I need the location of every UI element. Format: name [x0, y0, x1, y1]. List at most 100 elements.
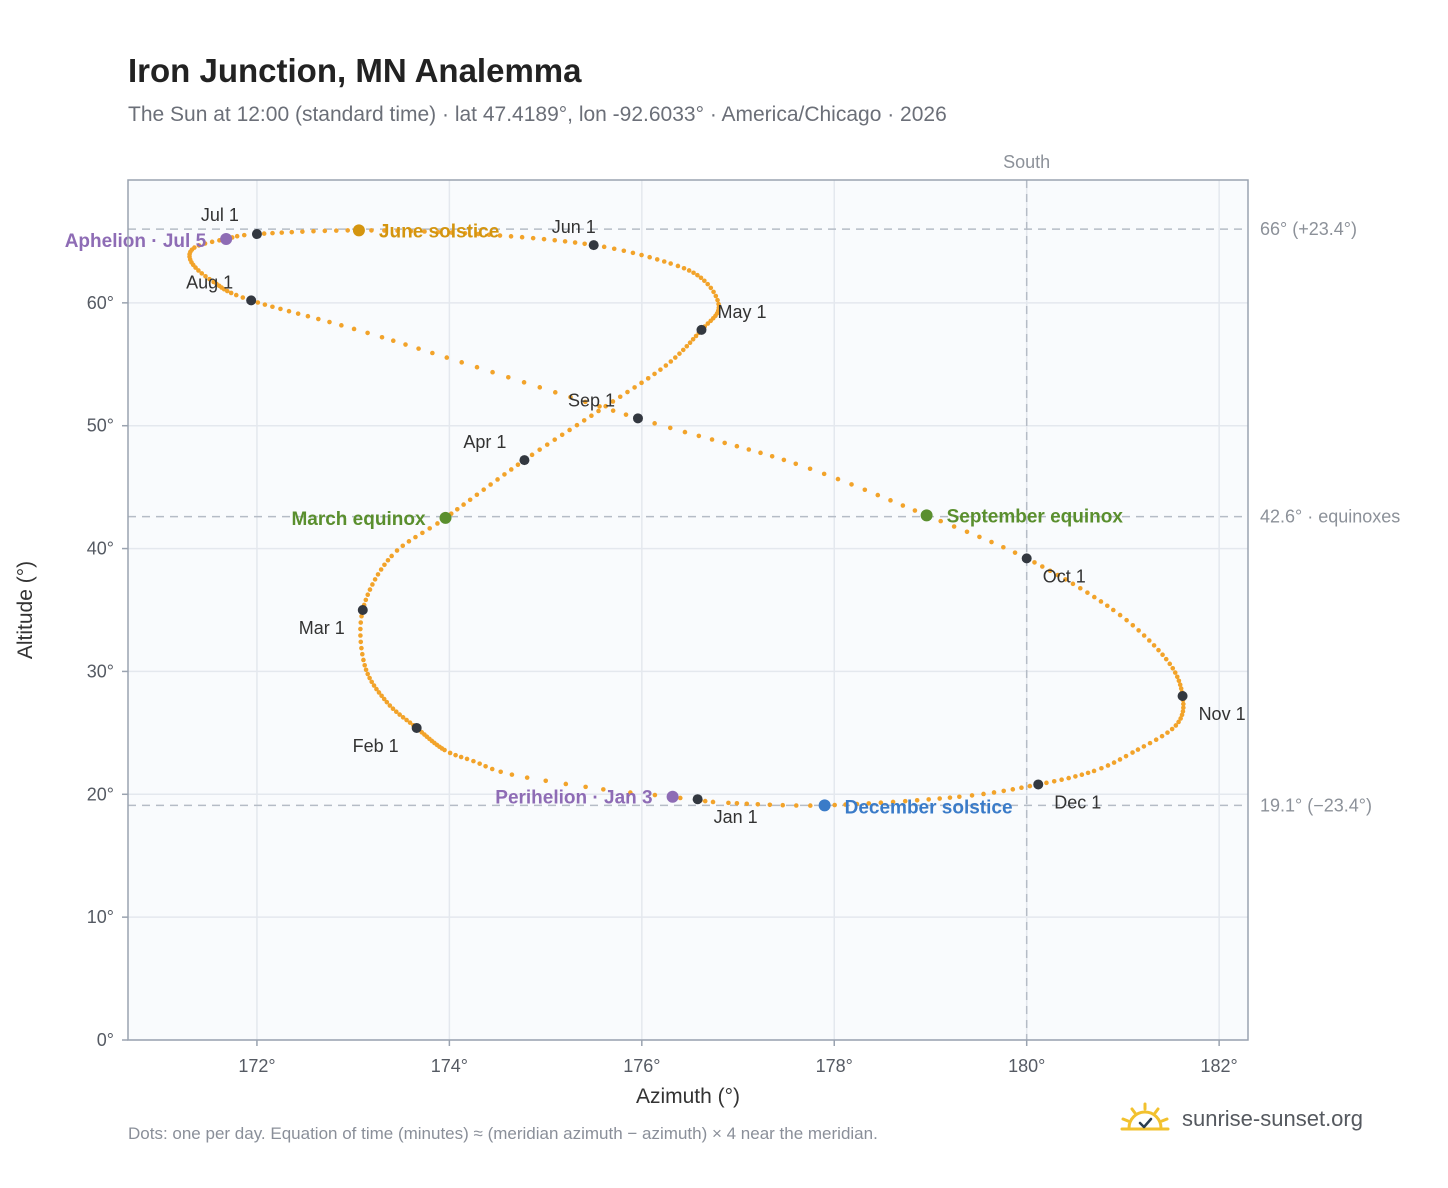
daily-sun-dot	[617, 394, 623, 400]
daily-sun-dot	[937, 796, 942, 801]
event-marker-dot	[818, 799, 831, 812]
daily-sun-dot	[652, 792, 658, 798]
daily-sun-dot	[1001, 544, 1006, 550]
daily-sun-dot	[781, 457, 787, 463]
daily-sun-dot	[687, 340, 693, 345]
daily-sun-dot	[371, 683, 377, 688]
x-tick-label: 180°	[1008, 1056, 1045, 1076]
daily-sun-dot	[1174, 674, 1180, 680]
daily-sun-dot	[568, 394, 573, 400]
daily-sun-dot	[705, 281, 711, 287]
daily-sun-dot	[1124, 617, 1129, 623]
daily-sun-dot	[316, 316, 321, 322]
daily-sun-dot	[1091, 768, 1097, 774]
daily-sun-dot	[454, 506, 460, 512]
daily-sun-dot	[464, 756, 470, 762]
month-marker-label: Nov 1	[1199, 704, 1246, 724]
markers: Jan 1 Feb 1 Mar 1 Apr 1 May 1 Jun 1 Jul 1 Aug 1…	[65, 205, 1246, 827]
daily-sun-dot	[498, 769, 503, 775]
daily-sun-dot	[508, 467, 514, 472]
daily-sun-dot	[358, 626, 363, 632]
daily-sun-dot	[601, 787, 606, 792]
daily-sun-dot	[1012, 550, 1018, 555]
daily-sun-dot	[372, 577, 378, 582]
daily-sun-dot	[835, 476, 841, 482]
daily-sun-dot	[668, 359, 674, 364]
daily-sun-dot	[596, 408, 601, 414]
month-marker-label: Oct 1	[1043, 566, 1086, 586]
daily-sun-dot	[395, 228, 400, 234]
month-marker-dot	[519, 455, 530, 466]
daily-sun-dot	[1117, 612, 1123, 618]
daily-sun-dot	[623, 412, 629, 417]
daily-sun-dot	[362, 662, 368, 668]
daily-sun-dot	[716, 305, 722, 311]
daily-sun-dot	[475, 231, 481, 237]
daily-sun-dot	[652, 421, 657, 426]
daily-sun-dot	[286, 308, 292, 314]
daily-sun-dot	[363, 597, 369, 603]
daily-sun-dot	[673, 355, 678, 360]
daily-sun-dot	[359, 645, 364, 651]
daily-sun-dot	[681, 265, 687, 271]
daily-sun-dot	[652, 371, 657, 377]
daily-sun-dot	[407, 720, 413, 725]
daily-sun-dot	[1159, 733, 1165, 739]
daily-sun-dot	[447, 750, 453, 756]
daily-sun-dot	[537, 447, 542, 452]
daily-sun-dot	[552, 437, 558, 442]
daily-sun-dot	[702, 278, 707, 284]
daily-sun-dot	[698, 275, 704, 281]
daily-sun-dot	[589, 413, 594, 418]
daily-sun-dot	[202, 241, 208, 246]
daily-sun-dot	[530, 235, 536, 241]
daily-sun-dot	[1066, 775, 1071, 781]
daily-sun-dot	[1163, 656, 1169, 662]
event-marker-label: June solstice	[379, 221, 499, 242]
month-marker-label: Apr 1	[463, 432, 506, 452]
daily-sun-dot	[677, 351, 682, 356]
month-marker-dot	[411, 722, 422, 733]
daily-sun-dot	[365, 330, 370, 336]
daily-sun-dot	[1173, 723, 1179, 728]
daily-sun-dot	[1181, 705, 1186, 711]
daily-sun-dot	[427, 526, 433, 531]
daily-sun-dot	[807, 803, 813, 808]
daily-sun-dot	[1027, 783, 1033, 789]
daily-sun-dot	[559, 432, 565, 438]
daily-sun-dot	[957, 794, 962, 800]
daily-sun-dot	[734, 800, 740, 806]
daily-sun-dot	[378, 567, 384, 572]
event-marker-label: Perihelion · Jan 3	[495, 788, 652, 809]
month-marker-label: Jun 1	[552, 217, 596, 237]
month-marker-dot	[357, 605, 368, 615]
daily-sun-dot	[351, 326, 357, 332]
daily-sun-dot	[449, 230, 454, 235]
daily-sun-dot	[1092, 594, 1097, 600]
daily-sun-dot	[1170, 666, 1176, 671]
daily-sun-dot	[682, 429, 688, 435]
daily-sun-dot	[1169, 726, 1175, 732]
daily-sun-dot	[989, 539, 994, 545]
daily-sun-dot	[339, 323, 344, 328]
daily-sun-dot	[710, 799, 716, 805]
daily-sun-dot	[529, 452, 535, 458]
daily-sun-dot	[489, 766, 495, 772]
daily-sun-dot	[497, 233, 503, 238]
daily-sun-dot	[1077, 585, 1083, 591]
daily-sun-dot	[708, 285, 714, 291]
daily-sun-dot	[358, 639, 364, 645]
daily-sun-dot	[408, 228, 414, 234]
daily-sun-dot	[780, 802, 786, 808]
brand[interactable]: sunrise-sunset.org	[1120, 1102, 1363, 1136]
daily-sun-dot	[1136, 628, 1141, 633]
daily-sun-dot	[663, 363, 669, 368]
daily-sun-dot	[632, 385, 637, 390]
daily-sun-dot	[240, 295, 246, 300]
daily-sun-dot	[938, 518, 943, 524]
daily-sun-dot	[1063, 577, 1068, 582]
daily-sun-dot	[462, 230, 468, 236]
daily-sun-dot	[508, 234, 514, 239]
daily-sun-dot	[541, 236, 547, 242]
daily-sun-dot	[270, 304, 275, 310]
